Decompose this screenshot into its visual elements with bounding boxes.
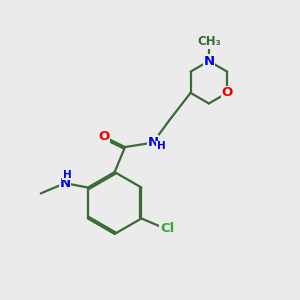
Text: N: N	[59, 177, 70, 190]
Text: Cl: Cl	[160, 222, 174, 235]
Text: H: H	[157, 142, 166, 152]
Text: CH₃: CH₃	[197, 35, 221, 48]
Text: H: H	[63, 170, 72, 180]
Text: N: N	[203, 55, 214, 68]
Text: O: O	[98, 130, 110, 143]
Text: N: N	[147, 136, 158, 149]
Text: O: O	[222, 86, 233, 99]
